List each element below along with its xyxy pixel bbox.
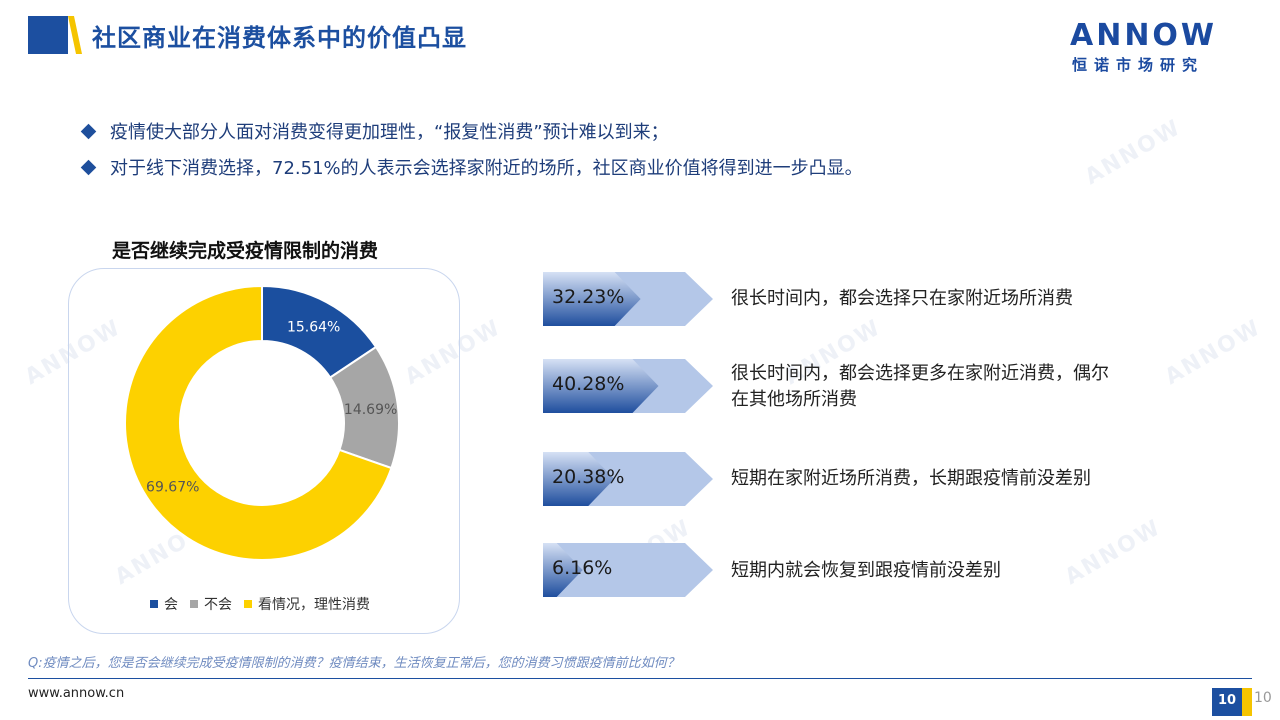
arrow-callout: 40.28%: [543, 359, 713, 413]
arrow-description: 很长时间内，都会选择只在家附近场所消费: [731, 288, 1073, 309]
bullet-item: 对于线下消费选择，72.51%的人表示会选择家附近的场所，社区商业价值将得到进一…: [80, 154, 863, 180]
diamond-bullet-icon: [80, 123, 97, 139]
arrow-value-bar: [543, 359, 659, 413]
legend-item: 会: [150, 594, 178, 614]
chart-legend: 会 不会 看情况，理性消费: [150, 594, 382, 614]
survey-question: Q:疫情之后，您是否会继续完成受疫情限制的消费？疫情结束，生活恢复正常后，您的消…: [28, 656, 680, 671]
arrow-shape: [543, 543, 713, 597]
legend-swatch: [244, 600, 252, 608]
page-title: 社区商业在消费体系中的价值凸显: [92, 24, 467, 52]
website-link[interactable]: www.annow.cn: [28, 686, 125, 701]
arrow-value: 6.16%: [552, 557, 613, 579]
arrow-value: 32.23%: [552, 286, 625, 308]
footer-divider: [28, 678, 1252, 679]
chart-title: 是否继续完成受疫情限制的消费: [112, 240, 379, 262]
chart-panel: [68, 268, 460, 634]
donut-slice: [124, 284, 393, 561]
arrow-value-bar: [543, 272, 641, 326]
watermark: ANNOW: [1160, 314, 1266, 391]
diamond-bullet-icon: [80, 159, 97, 175]
legend-item: 看情况，理性消费: [244, 594, 370, 614]
logo-wordmark: ANNOW: [1070, 18, 1218, 53]
legend-swatch: [190, 600, 198, 608]
arrow-callout: 6.16%: [543, 543, 713, 597]
legend-item: 不会: [190, 594, 232, 614]
arrow-callout: 32.23%: [543, 272, 713, 326]
legend-label: 不会: [204, 597, 232, 613]
donut-data-label: 69.67%: [146, 479, 199, 495]
bullet-text: 对于线下消费选择，72.51%的人表示会选择家附近的场所，社区商业价值将得到进一…: [110, 158, 863, 179]
donut-chart: 15.64% 14.69% 69.67%: [124, 284, 400, 561]
legend-swatch: [150, 600, 158, 608]
donut-data-label: 15.64%: [287, 319, 340, 335]
arrow-background: [543, 543, 713, 597]
arrow-value-bar: [543, 452, 615, 506]
legend-label: 看情况，理性消费: [258, 597, 370, 613]
arrow-value: 20.38%: [552, 466, 625, 488]
page-number-plain: 10: [1254, 690, 1272, 706]
legend-label: 会: [164, 597, 178, 613]
page-number: 10: [1217, 693, 1237, 708]
header-mark-yellow: [68, 16, 82, 54]
bullet-item: 疫情使大部分人面对消费变得更加理性，“报复性消费”预计难以到来；: [80, 118, 669, 144]
logo-subtitle: 恒诺市场研究: [1072, 56, 1205, 74]
donut-data-label: 14.69%: [344, 402, 397, 418]
arrow-shape: [543, 272, 713, 326]
page-number-accent: [1242, 688, 1252, 716]
annow-logo: ANNOW 恒诺市场研究: [1070, 18, 1240, 76]
header-mark-icon: [28, 16, 82, 54]
bullet-text: 疫情使大部分人面对消费变得更加理性，“报复性消费”预计难以到来；: [110, 122, 669, 143]
arrow-value-bar: [543, 543, 583, 597]
arrow-value: 40.28%: [552, 373, 625, 395]
arrow-description: 很长时间内，都会选择更多在家附近消费，偶尔在其他场所消费: [731, 363, 1109, 410]
arrow-description: 短期内就会恢复到跟疫情前没差别: [731, 560, 1001, 581]
page-number-box: [1212, 688, 1242, 716]
arrow-description: 短期在家附近场所消费，长期跟疫情前没差别: [731, 468, 1091, 489]
arrow-shape: [543, 359, 713, 413]
arrow-shape: [543, 452, 713, 506]
arrow-callout: 20.38%: [543, 452, 713, 506]
watermark: ANNOW: [1080, 114, 1186, 191]
header-mark-blue: [28, 16, 68, 54]
